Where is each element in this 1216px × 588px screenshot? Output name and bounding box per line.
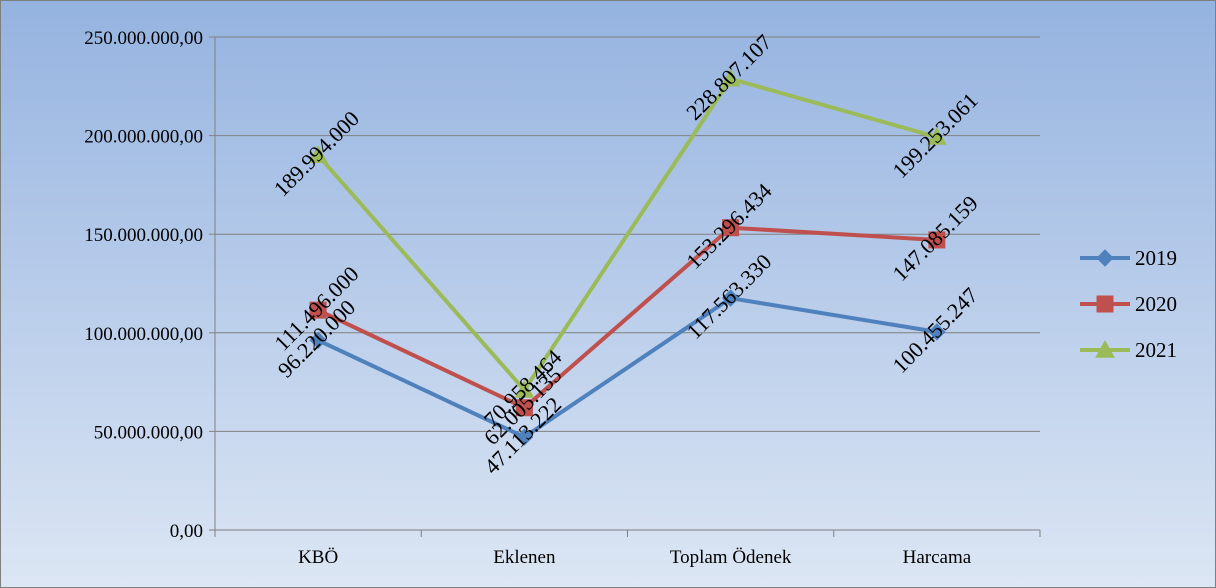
legend-label: 2019: [1135, 246, 1177, 270]
marker-2021: [720, 68, 741, 87]
x-tick-label: KBÖ: [298, 547, 338, 568]
y-tick-label: 150.000.000,00: [84, 225, 203, 246]
marker-2019: [309, 331, 327, 349]
legend-marker-2020: [1096, 295, 1114, 313]
x-tick-label: Toplam Ödenek: [670, 547, 792, 568]
y-tick-label: 0,00: [170, 521, 203, 542]
legend: 2019 2020 2021: [1080, 246, 1177, 362]
marker-2021: [514, 380, 535, 398]
x-tick-label: Eklenen: [493, 547, 556, 568]
y-tick-label: 250.000.000,00: [84, 28, 203, 49]
legend-marker-2019: [1096, 249, 1114, 267]
marker-2021: [927, 127, 947, 145]
marker-2021: [308, 145, 328, 164]
series-lines: [308, 68, 947, 446]
x-tick-label: Harcama: [903, 547, 972, 568]
y-tick-label: 200.000.000,00: [84, 127, 203, 148]
marker-2019: [515, 428, 534, 446]
marker-2020: [515, 399, 533, 417]
legend-label: 2020: [1135, 292, 1177, 316]
series-line-2021: [316, 76, 938, 393]
series-line-2019: [317, 296, 938, 440]
marker-2020: [309, 301, 327, 319]
series-line-2020: [317, 225, 937, 410]
legend-label: 2021: [1135, 338, 1177, 362]
marker-2019: [721, 289, 740, 307]
legend-marker-2021: [1095, 339, 1115, 358]
marker-2020: [722, 219, 740, 237]
marker-2019: [928, 323, 946, 341]
marker-2020: [928, 231, 946, 249]
y-tick-label: 50.000.000,00: [94, 422, 203, 443]
y-tick-label: 100.000.000,00: [84, 324, 203, 345]
axes: 0,00 50.000.000,00 100.000.000,00 150.000.0…: [84, 28, 1041, 568]
